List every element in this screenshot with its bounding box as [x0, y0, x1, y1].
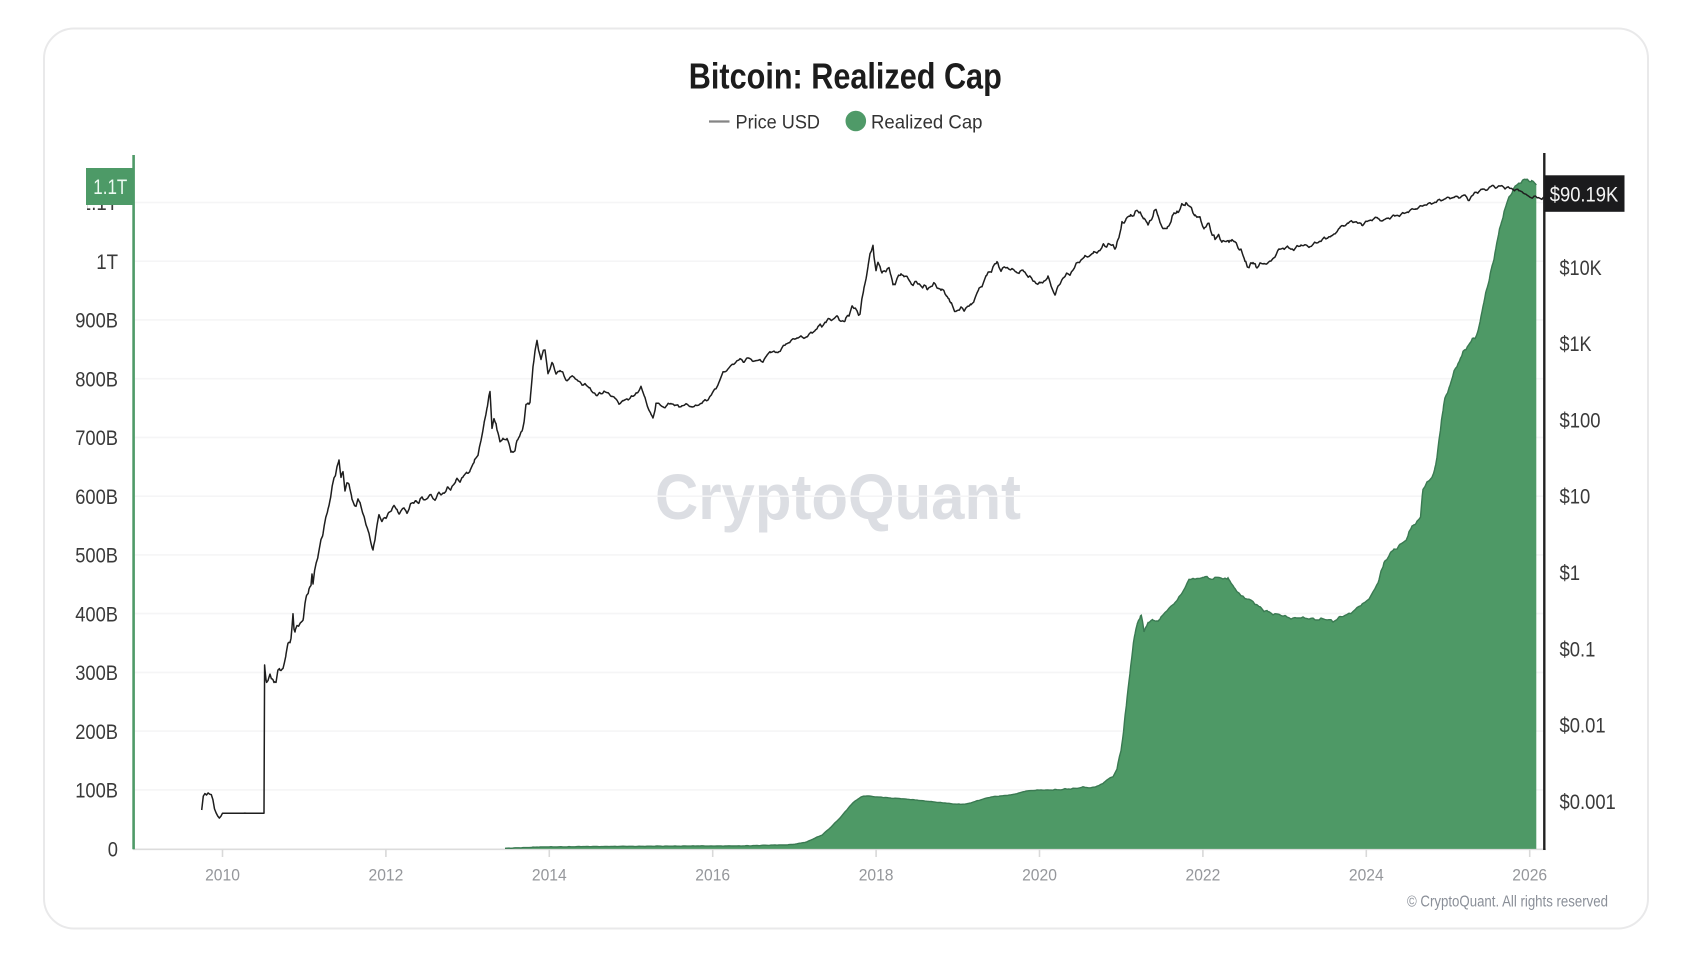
svg-text:Bitcoin: Realized Cap: Bitcoin: Realized Cap	[689, 56, 1002, 97]
svg-text:800B: 800B	[75, 368, 118, 392]
svg-text:$100: $100	[1560, 408, 1601, 432]
svg-text:$1: $1	[1560, 561, 1581, 585]
svg-text:700B: 700B	[75, 426, 118, 450]
svg-text:2024: 2024	[1349, 866, 1384, 885]
svg-text:© CryptoQuant. All rights rese: © CryptoQuant. All rights reserved	[1407, 894, 1608, 911]
svg-text:$1K: $1K	[1560, 332, 1593, 356]
svg-text:$0.001: $0.001	[1560, 790, 1616, 814]
svg-text:$0.1: $0.1	[1560, 637, 1596, 661]
svg-text:0: 0	[108, 837, 118, 861]
svg-text:2020: 2020	[1022, 866, 1057, 885]
svg-text:2016: 2016	[695, 866, 730, 885]
svg-text:500B: 500B	[75, 544, 118, 568]
svg-text:2018: 2018	[859, 866, 894, 885]
svg-text:1.1T: 1.1T	[93, 176, 127, 199]
svg-text:300B: 300B	[75, 661, 118, 685]
svg-text:400B: 400B	[75, 602, 118, 626]
svg-text:2012: 2012	[369, 866, 404, 885]
svg-text:200B: 200B	[75, 720, 118, 744]
svg-text:$0.01: $0.01	[1560, 714, 1606, 738]
svg-text:100B: 100B	[75, 779, 118, 803]
svg-text:Realized Cap: Realized Cap	[871, 112, 983, 134]
svg-text:$90.19K: $90.19K	[1550, 182, 1619, 206]
svg-text:2010: 2010	[205, 866, 240, 885]
svg-text:2022: 2022	[1186, 866, 1221, 885]
svg-text:Price USD: Price USD	[736, 112, 821, 134]
svg-text:600B: 600B	[75, 485, 118, 509]
svg-text:2014: 2014	[532, 866, 567, 885]
svg-text:1T: 1T	[96, 250, 118, 274]
svg-text:2026: 2026	[1512, 866, 1547, 885]
svg-text:900B: 900B	[75, 309, 118, 333]
svg-text:$10K: $10K	[1560, 256, 1603, 280]
svg-text:$10: $10	[1560, 485, 1591, 509]
